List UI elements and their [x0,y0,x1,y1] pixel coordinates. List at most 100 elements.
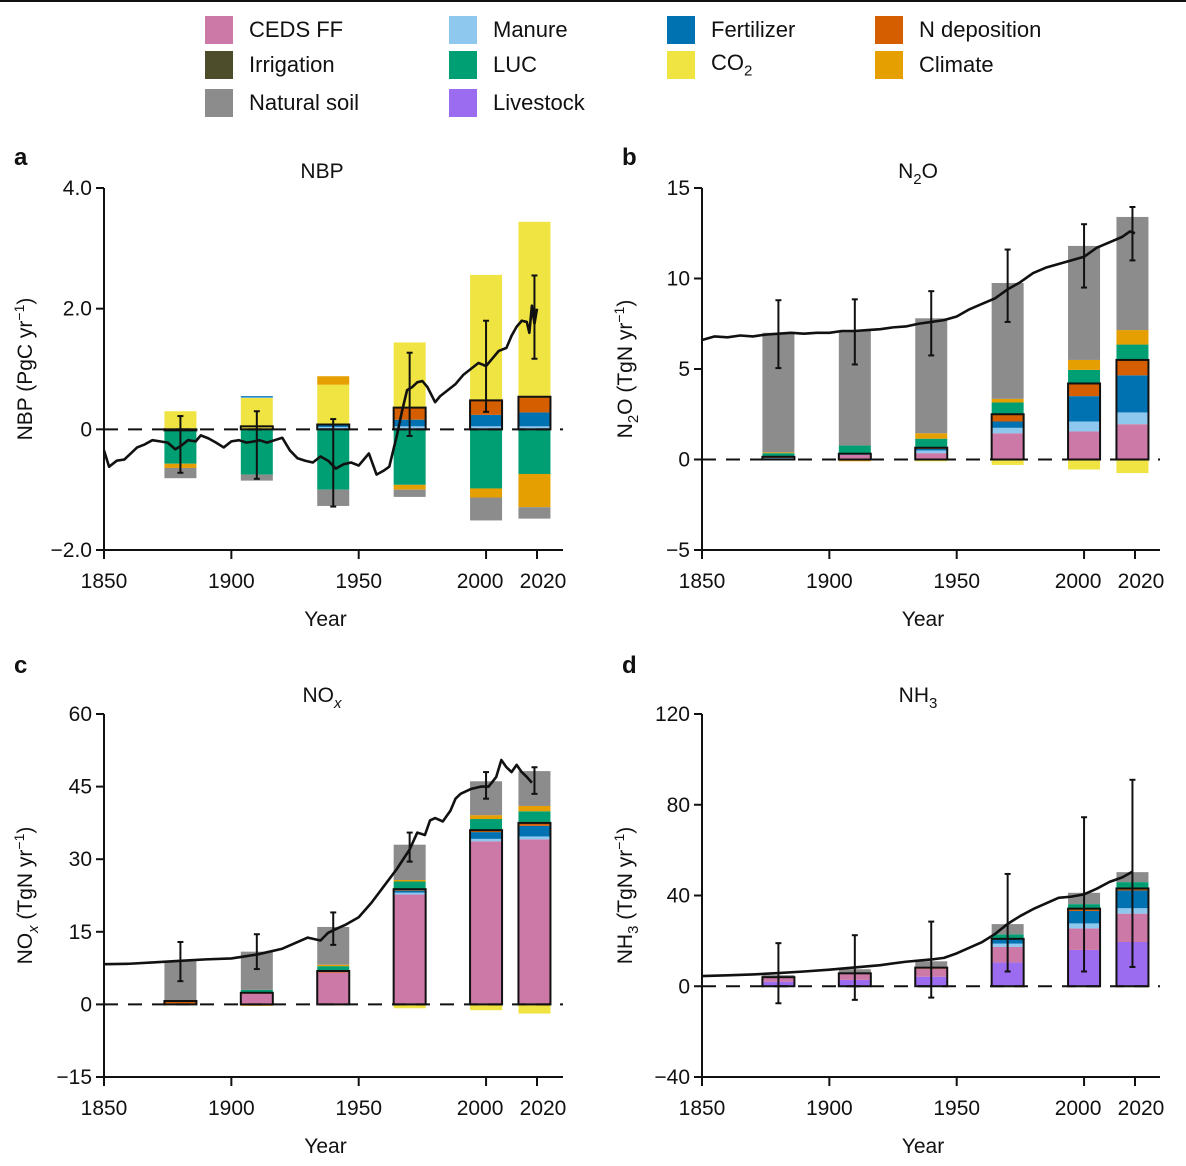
bar-segment-ceds-ff [518,839,551,1005]
x-tick-label: 1850 [679,570,726,593]
legend-item-luc: LUC [449,51,537,79]
bar-segment-natural-soil [470,497,503,521]
legend-swatch [875,16,903,44]
legend-item-manure: Manure [449,16,568,44]
error-bar [406,831,413,863]
bar-segment-n-deposition [164,1001,197,1004]
bar-stack [469,781,504,1011]
bar-segment-luc [470,819,503,830]
y-tick-label: −2.0 [51,539,92,562]
x-tick-label: 1950 [933,1097,980,1120]
anthropic-total-box [1067,382,1102,461]
anthropic-total-box [517,821,552,1006]
bar-segment-fertilizer [470,414,503,427]
error-bar [1004,872,1011,973]
x-tick-label: 2020 [520,570,567,593]
error-bar [406,351,413,437]
error-bar [177,415,184,474]
panel-title: NH3 [899,684,938,712]
bar-segment-luc [518,429,551,474]
anthropic-total-box [1115,358,1150,461]
x-tick-label: 1950 [335,1097,382,1120]
y-axis-label: NOx (TgN yr−1) [11,827,42,965]
bar-segment-ceds-ff [1116,424,1149,460]
bar-segment-n-deposition [1116,359,1149,376]
x-tick-label: 1850 [81,570,128,593]
bar-segment-luc [393,429,426,485]
x-axis-label: Year [304,1135,346,1158]
x-tick-label: 2000 [1055,1097,1102,1120]
bar-segment-ceds-ff [393,894,426,1005]
legend-label: Irrigation [249,52,335,77]
panel-letter: c [14,652,27,679]
y-tick-label: 2.0 [63,298,92,321]
bar-segment-co2 [317,384,350,425]
bar-stack [1067,245,1102,470]
x-tick-label: 2000 [1055,570,1102,593]
bar-segment-manure [393,892,426,895]
y-axis-label: NH3 (TgN yr−1) [611,827,642,965]
legend-swatch [205,89,233,117]
bar-segment-ceds-ff [470,841,503,1005]
anthropic-total-box [990,413,1025,461]
legend-item-fertilizer: Fertilizer [667,16,795,44]
x-tick-label: 1900 [806,570,853,593]
bar-segment-luc [1116,344,1149,360]
legend-item-irrigation: Irrigation [205,51,335,79]
x-tick-label: 2000 [457,570,504,593]
error-bar [775,942,782,1005]
y-tick-label: 0 [678,449,690,472]
legend-item-n-deposition: N deposition [875,16,1041,44]
bar-segment-luc [762,453,795,457]
x-tick-label: 2020 [520,1097,567,1120]
bar-stack [517,221,552,519]
error-bar [928,920,935,999]
x-tick-label: 2020 [1118,1097,1165,1120]
x-tick-label: 1850 [679,1097,726,1120]
bar-stack [392,844,427,1009]
bar-segment-climate [470,815,503,820]
bar-segment-fertilizer [915,449,948,451]
legend: CEDS FF Manure Fertilizer N deposition Irrig… [205,14,1085,124]
bar-segment-fertilizer [518,825,551,837]
anthropic-total-box [517,395,552,431]
bar-segment-climate [393,880,426,882]
bar-segment-luc [991,402,1024,415]
bar-segment-climate [393,484,426,490]
bar-segment-luc [393,881,426,890]
panel-b: b N2O −5 0 5 10 15 1850 1900 1950 2000 2020 Year N2O … [611,144,1164,631]
y-axis-label: N2O (TgN yr−1) [611,300,642,439]
bar-segment-ceds-ff [838,454,871,460]
bar-segment-co2 [1068,459,1101,470]
anthropic-total-box [392,888,427,1006]
y-tick-label: 15 [667,177,690,200]
bar-segment-climate [991,398,1024,403]
bar-segment-co2 [393,1004,426,1009]
panel-title: NOx [303,684,343,712]
bar-segment-manure [1116,412,1149,425]
bar-segment-co2 [991,459,1024,465]
error-bar [483,319,490,413]
bar-segment-luc [240,989,273,994]
panel-letter: b [622,144,637,171]
legend-item-livestock: Livestock [449,89,585,117]
error-bar [1129,206,1136,262]
error-bar [253,410,260,480]
panel-title: NBP [300,160,343,183]
legend-swatch [205,51,233,79]
bar-segment-ceds-ff [1068,431,1101,460]
bar-segment-manure [240,397,273,398]
bar-segment-n-deposition [1068,383,1101,397]
legend-label: N deposition [919,17,1042,42]
bar-segment-manure [1068,421,1101,432]
y-tick-label: 15 [69,921,92,944]
bar-segment-ceds-ff [991,433,1024,460]
bar-segment-climate [518,473,551,508]
x-tick-label: 1900 [208,570,255,593]
y-tick-label: 4.0 [63,177,92,200]
bar-segment-manure [518,836,551,840]
top-border-line [0,0,1186,2]
panel-c: c NOx −15 0 15 30 45 60 1850 1900 1950 2000 2020 Year… [11,652,566,1158]
y-tick-label: −40 [654,1066,690,1089]
